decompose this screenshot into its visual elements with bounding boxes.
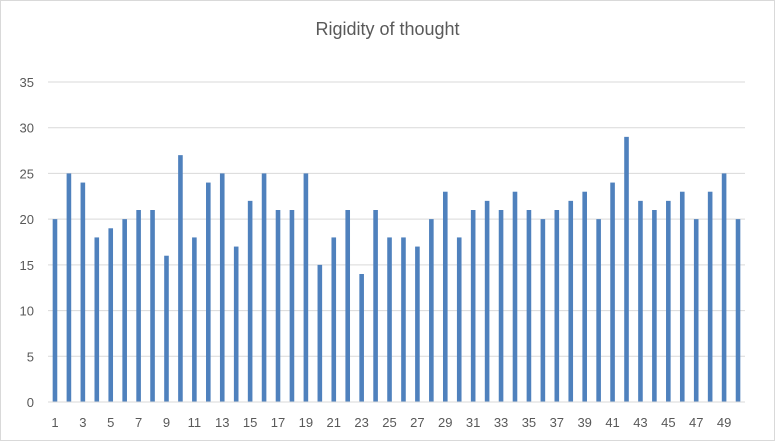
bar-series (52, 136, 741, 402)
bar (470, 210, 476, 402)
bar (192, 237, 197, 402)
bar (261, 173, 267, 402)
x-tick-label: 23 (354, 415, 368, 430)
bar (275, 210, 281, 402)
bar (317, 264, 323, 402)
x-tick-label: 13 (215, 415, 229, 430)
bar (582, 191, 587, 402)
bar (721, 173, 727, 402)
y-tick-label: 30 (20, 121, 34, 136)
x-tick-label: 45 (661, 415, 675, 430)
bar (206, 182, 211, 402)
x-tick-label: 31 (466, 415, 480, 430)
x-tick-label: 21 (327, 415, 341, 430)
bar (94, 237, 100, 402)
bar (108, 228, 114, 402)
bar (442, 191, 448, 402)
bar (624, 136, 629, 402)
x-tick-label: 47 (689, 415, 703, 430)
bar (554, 210, 560, 402)
x-tick-label: 19 (299, 415, 313, 430)
bar (401, 237, 406, 402)
x-tick-label: 5 (107, 415, 114, 430)
gridlines (48, 81, 745, 357)
bar (331, 237, 337, 402)
bar (387, 237, 392, 402)
bar (484, 200, 490, 402)
x-tick-label: 1 (51, 415, 58, 430)
x-tick-label: 43 (633, 415, 647, 430)
bar (596, 219, 601, 402)
bar (247, 200, 253, 402)
y-tick-label: 25 (20, 166, 34, 181)
bar (359, 274, 364, 402)
bar (122, 219, 127, 402)
x-tick-label: 17 (271, 415, 285, 430)
bar (178, 155, 183, 402)
x-tick-label: 41 (605, 415, 619, 430)
bar (638, 200, 643, 402)
bar (693, 219, 699, 402)
x-tick-label: 3 (79, 415, 86, 430)
x-tick-label: 49 (717, 415, 731, 430)
bar (707, 191, 713, 402)
bar (568, 200, 574, 402)
x-tick-label: 15 (243, 415, 257, 430)
bar (289, 210, 295, 402)
y-tick-label: 0 (27, 395, 34, 410)
x-tick-label: 33 (494, 415, 508, 430)
bar (80, 182, 86, 402)
bar (150, 210, 155, 402)
y-tick-label: 5 (27, 349, 34, 364)
x-tick-label: 27 (410, 415, 424, 430)
bar (345, 210, 351, 402)
x-tick-label: 37 (550, 415, 564, 430)
bar (303, 173, 309, 402)
y-tick-label: 35 (20, 75, 34, 90)
bar (52, 219, 58, 402)
x-axis-tick-labels: 1 3 5 7 9 11 13 15 17 19 21 23 25 27 29 31 33 35 37 39 41 43 4… (51, 415, 731, 430)
bar (219, 173, 225, 402)
bar (164, 255, 169, 402)
y-tick-label: 15 (20, 258, 34, 273)
bar (540, 219, 546, 402)
x-tick-label: 39 (577, 415, 591, 430)
bar (498, 210, 504, 402)
bar (66, 173, 72, 402)
bar (666, 200, 671, 402)
x-tick-label: 9 (163, 415, 170, 430)
x-tick-label: 35 (522, 415, 536, 430)
bar (512, 191, 518, 402)
x-tick-label: 7 (135, 415, 142, 430)
bar (456, 237, 462, 402)
bar (679, 191, 685, 402)
bar (429, 219, 434, 402)
bar (526, 210, 532, 402)
y-axis-tick-labels: 0 5 10 15 20 25 30 35 (20, 75, 34, 410)
y-tick-label: 10 (20, 304, 34, 319)
bar (610, 182, 615, 402)
bar (136, 210, 141, 402)
x-tick-label: 11 (188, 415, 202, 430)
bar (373, 210, 378, 402)
bar (233, 246, 239, 402)
bar (652, 210, 657, 402)
bar (415, 246, 420, 402)
chart-title: Rigidity of thought (315, 19, 460, 39)
y-tick-label: 20 (20, 212, 34, 227)
bar (735, 219, 741, 402)
x-tick-label: 25 (382, 415, 396, 430)
x-tick-label: 29 (438, 415, 452, 430)
